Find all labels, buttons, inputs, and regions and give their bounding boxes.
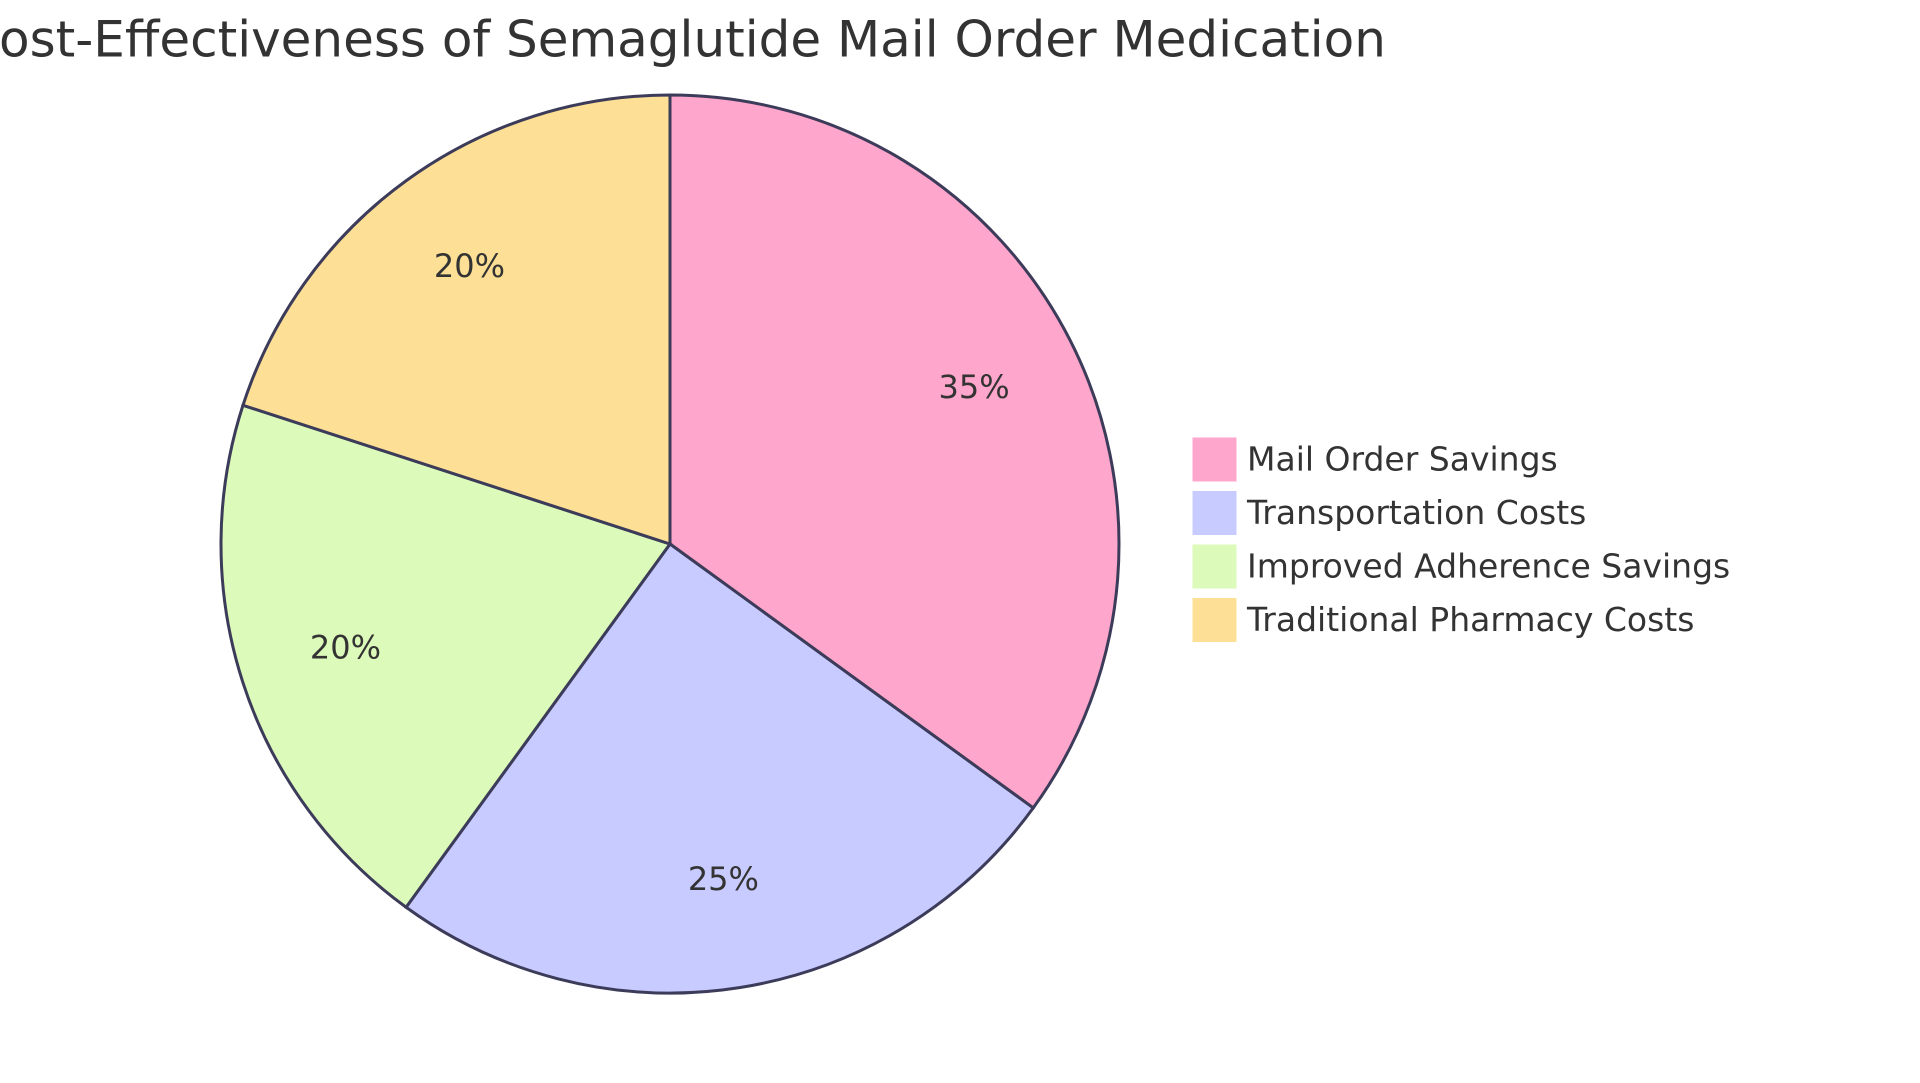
- pie-slice: [241, 93, 672, 547]
- pie-slice: [668, 93, 1121, 811]
- legend-swatch: [1191, 597, 1238, 643]
- legend-label: Mail Order Savings: [1247, 440, 1558, 479]
- pie-slice: [219, 403, 673, 910]
- slice-label: 25%: [688, 860, 759, 898]
- legend-swatch: [1191, 436, 1238, 483]
- legend-swatch: [1191, 543, 1238, 590]
- chart-title: Cost-Effectiveness of Semaglutide Mail O…: [0, 11, 1386, 69]
- legend-swatch: [1191, 490, 1238, 536]
- pie-slice: [403, 541, 1036, 995]
- slice-label: 20%: [310, 628, 381, 666]
- legend-label: Improved Adherence Savings: [1247, 547, 1730, 586]
- legend-label: Traditional Pharmacy Costs: [1246, 600, 1694, 639]
- slice-label: 20%: [434, 247, 505, 285]
- slice-label: 35%: [938, 368, 1009, 406]
- legend-label: Transportation Costs: [1246, 493, 1586, 532]
